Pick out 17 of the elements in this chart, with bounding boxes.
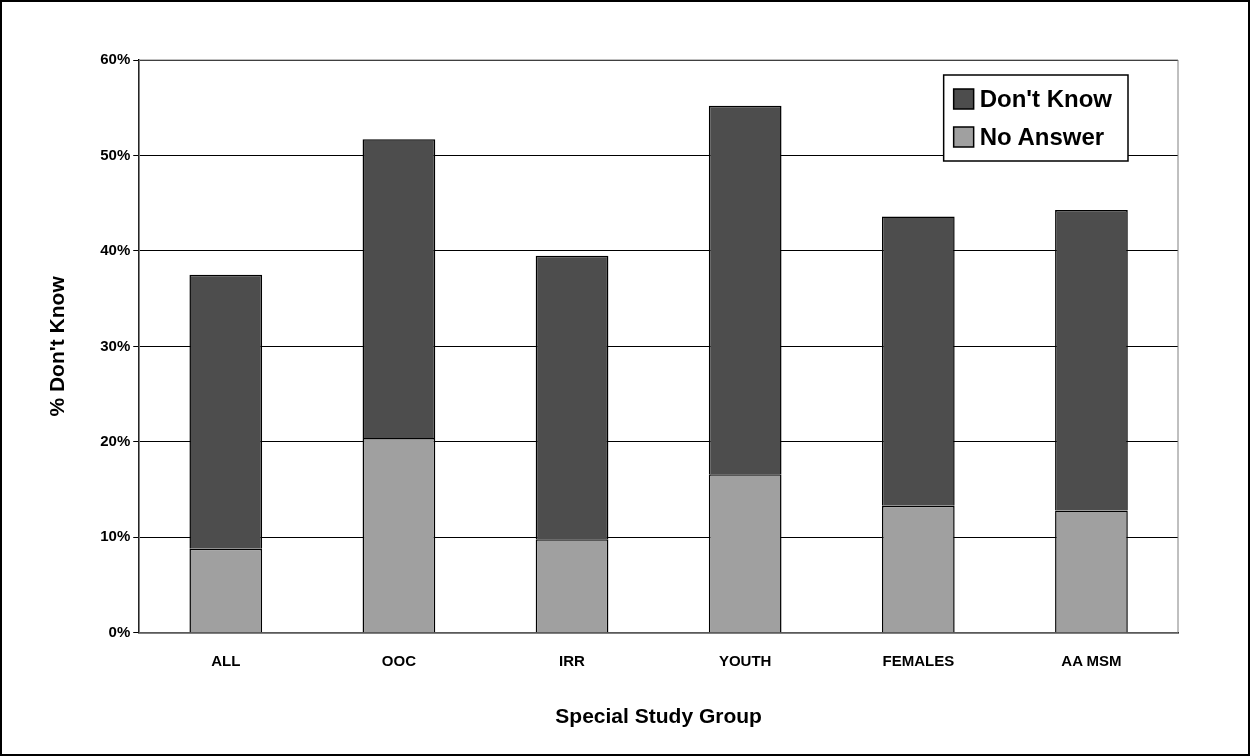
x-tick-label: AA MSM: [1061, 651, 1122, 669]
x-tick-label: YOUTH: [718, 651, 772, 669]
x-axis-title: Special Study Group: [555, 704, 762, 728]
y-tick-label: 40%: [100, 241, 131, 259]
y-tick-label: 50%: [100, 145, 131, 163]
y-axis-title: % Don't Know: [45, 275, 69, 417]
legend-label: Don't Know: [979, 84, 1113, 112]
x-tick-label: ALL: [211, 651, 241, 669]
y-tick-label: 10%: [100, 527, 131, 545]
y-tick-label: 0%: [108, 622, 131, 640]
x-tick-label: OOC: [381, 651, 417, 669]
legend-label: No Answer: [979, 122, 1105, 150]
x-tick-label: IRR: [559, 651, 586, 669]
y-tick-label: 30%: [100, 336, 131, 354]
y-tick-label: 60%: [100, 50, 131, 68]
x-tick-label: FEMALES: [882, 651, 955, 669]
y-tick-label: 20%: [100, 432, 131, 450]
